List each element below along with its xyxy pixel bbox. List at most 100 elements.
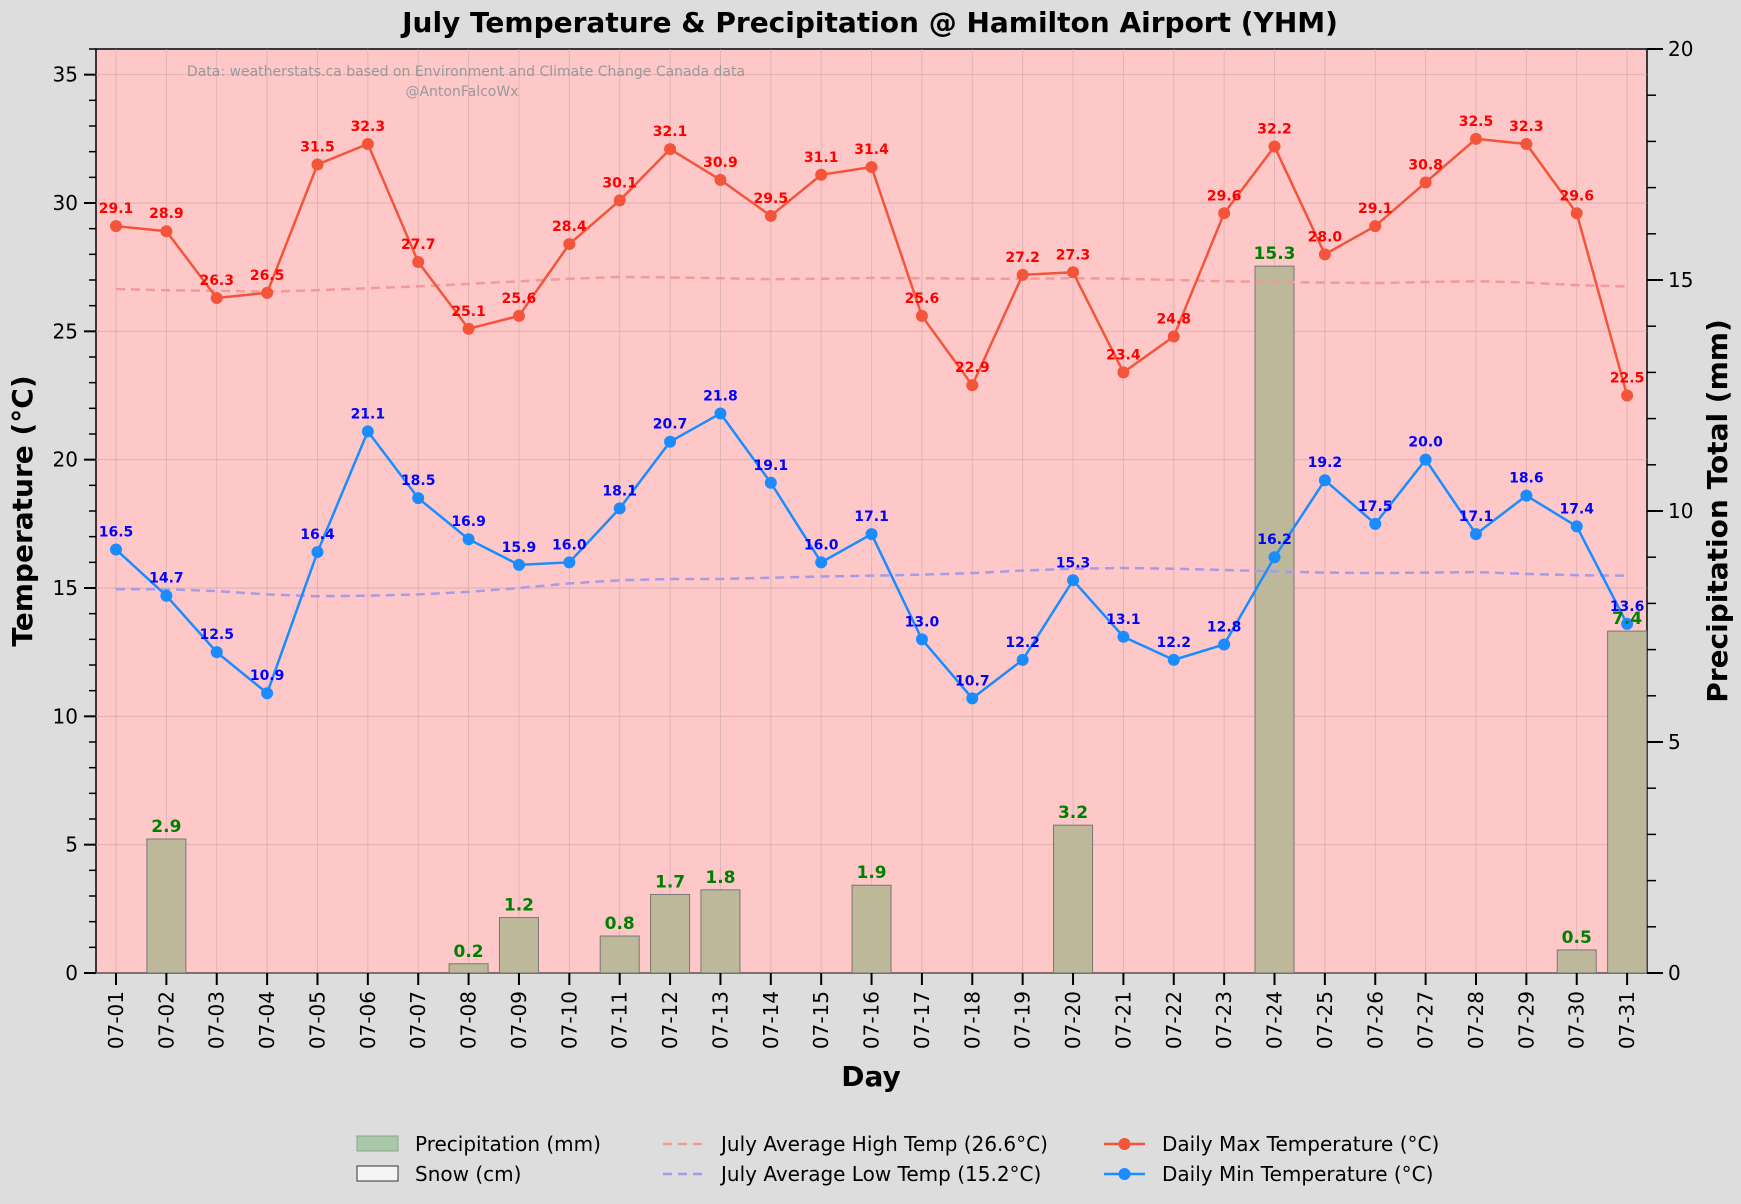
min-temp-point [412, 492, 425, 505]
min-temp-label: 12.2 [1156, 635, 1191, 651]
precipitation-label: 2.9 [151, 817, 181, 837]
max-temp-label: 30.8 [1408, 157, 1443, 173]
x-tick-label: 07-29 [1514, 991, 1538, 1049]
right-y-axis: 0 5 10 15 20 [1647, 37, 1693, 985]
max-temp-point [1016, 268, 1029, 281]
max-temp-label: 29.1 [1358, 201, 1393, 217]
average-high-line [115, 275, 1628, 293]
min-temp-label: 10.7 [955, 673, 990, 689]
max-temp-point [462, 322, 475, 335]
min-temp-point [261, 687, 274, 700]
min-temp-label: 18.6 [1509, 471, 1544, 487]
legend-entry: Daily Min Temperature (°C) [1104, 1162, 1433, 1186]
min-temp-label: 13.1 [1106, 612, 1141, 628]
average-lines [115, 275, 1628, 598]
max-temp-label: 29.6 [1559, 188, 1594, 204]
max-temp-label: 27.2 [1005, 250, 1040, 266]
legend-label: Daily Max Temperature (°C) [1162, 1132, 1439, 1156]
max-temp-point [915, 309, 928, 322]
x-tick-label: 07-12 [658, 991, 682, 1049]
x-tick-label: 07-25 [1313, 991, 1337, 1049]
max-temp-label: 25.6 [502, 291, 537, 307]
precipitation-bar [599, 935, 640, 974]
chart-title: July Temperature & Precipitation @ Hamil… [400, 6, 1338, 39]
x-tick-label: 07-21 [1111, 991, 1135, 1049]
precipitation-bar [448, 963, 489, 974]
precipitation-label: 7.4 [1612, 609, 1642, 629]
x-tick-label: 07-06 [356, 991, 380, 1049]
max-temp-point [311, 158, 324, 171]
left-tick-label: 5 [65, 833, 78, 857]
precipitation-label: 0.5 [1562, 928, 1592, 948]
min-temp-label: 21.8 [703, 388, 738, 404]
min-temp-point [210, 646, 223, 659]
precipitation-bar [1607, 630, 1648, 974]
min-temp-label: 16.9 [451, 514, 486, 530]
min-temp-point [1117, 630, 1130, 643]
x-tick-label: 07-23 [1212, 991, 1236, 1049]
temperature-lines [110, 132, 1634, 705]
min-temp-point [361, 425, 374, 438]
precipitation-bar [700, 889, 741, 974]
x-tick-label: 07-08 [457, 991, 481, 1049]
min-temp-point [1067, 574, 1080, 587]
max-temp-label: 28.4 [552, 219, 587, 235]
x-tick-label: 07-14 [759, 991, 783, 1049]
max-temp-point [966, 379, 979, 392]
min-temp-label: 19.2 [1308, 455, 1343, 471]
credit-handle: @AntonFalcoWx [405, 84, 518, 100]
min-temp-label: 17.4 [1559, 501, 1594, 517]
max-temp-point [764, 209, 777, 222]
legend-entry: July Average Low Temp (15.2°C) [663, 1162, 1041, 1186]
min-temp-label: 21.1 [351, 406, 386, 422]
precipitation-bar [146, 838, 187, 974]
x-tick-label: 07-07 [406, 991, 430, 1049]
max-temp-label: 22.9 [955, 360, 990, 376]
min-temp-label: 13.6 [1610, 599, 1645, 615]
min-temp-point [1167, 653, 1180, 666]
max-temp-point [1268, 140, 1281, 153]
left-y-axis: 0 5 10 15 20 25 30 35 [53, 48, 96, 985]
left-tick-label: 25 [53, 319, 78, 343]
min-temp-point [462, 533, 475, 546]
min-temp-label: 16.0 [552, 537, 587, 553]
left-tick-label: 10 [53, 704, 78, 728]
max-temp-label: 29.1 [99, 201, 134, 217]
min-temp-label: 20.0 [1408, 435, 1443, 451]
min-temp-point [1419, 453, 1432, 466]
legend-marker [1118, 1138, 1131, 1150]
min-temp-label: 19.1 [754, 458, 789, 474]
x-tick-label: 07-11 [608, 991, 632, 1049]
legend-entry: Daily Max Temperature (°C) [1104, 1132, 1439, 1156]
legend-entry: Precipitation (mm) [356, 1132, 601, 1156]
x-tick-label: 07-26 [1363, 991, 1387, 1049]
max-temp-point [261, 286, 274, 299]
precipitation-label: 1.9 [856, 863, 886, 883]
min-temp-label: 12.2 [1005, 635, 1040, 651]
min-temp-label: 17.1 [1459, 509, 1494, 525]
min-temp-point [915, 633, 928, 646]
max-temp-label: 32.3 [1509, 119, 1544, 135]
x-tick-label: 07-03 [205, 991, 229, 1049]
max-temp-label: 27.7 [401, 237, 436, 253]
min-temp-point [966, 692, 979, 705]
precipitation-label: 1.8 [705, 868, 735, 888]
max-temp-point [815, 168, 828, 181]
max-temp-point [1621, 389, 1634, 402]
x-tick-label: 07-10 [557, 991, 581, 1049]
legend-label: July Average High Temp (26.6°C) [719, 1132, 1048, 1156]
legend-entry: July Average High Temp (26.6°C) [663, 1132, 1048, 1156]
precipitation-bar [1254, 265, 1295, 974]
max-temp-label: 24.8 [1156, 311, 1191, 327]
precipitation-bar [1556, 949, 1597, 974]
right-tick-label: 10 [1668, 499, 1693, 523]
min-temp-point [865, 528, 878, 541]
max-temp-label: 28.9 [149, 206, 184, 222]
x-tick-label: 07-31 [1615, 991, 1639, 1049]
min-temp-point [1369, 517, 1382, 530]
max-temp-point [210, 291, 223, 304]
min-temp-point [1469, 528, 1482, 541]
max-temp-point [865, 161, 878, 174]
x-axis: 07-01 07-02 07-03 07-04 07-05 07-06 07-07 07-08… [104, 973, 1639, 1049]
x-tick-label: 07-02 [154, 991, 178, 1049]
